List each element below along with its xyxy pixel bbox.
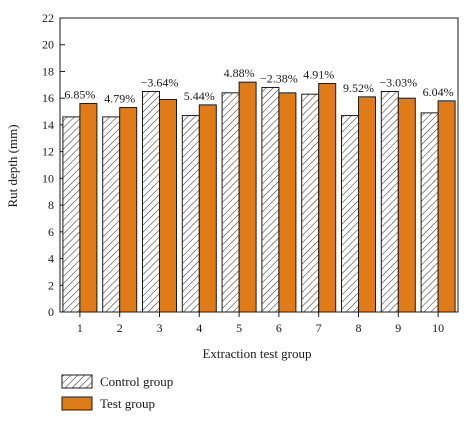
bar-test-group [278,92,297,313]
x-axis-label: Extraction test group [202,346,311,361]
bar-test-group [119,107,138,313]
bar-control-group [420,112,439,313]
y-tick-label: 10 [42,171,54,185]
y-tick-label: 22 [42,11,54,25]
x-tick-label: 8 [356,321,362,335]
y-tick-label: 2 [48,278,54,292]
bar-control-group [102,116,121,313]
bar-control-group [221,92,240,313]
y-axis-label: Rut depth (mm) [5,124,20,207]
bar-test-group [358,96,376,313]
bar-control-group [62,116,81,313]
x-tick-label: 6 [276,321,282,335]
x-tick-label: 7 [316,321,322,335]
data-label: 4.91% [303,67,334,81]
data-label: 4.79% [104,92,135,106]
bar-control-group [142,91,160,313]
bar-control-group [301,93,320,313]
bar-test-group [159,99,177,313]
y-tick-label: 16 [42,91,54,105]
y-tick-label: 6 [48,225,54,239]
data-label: 6.04% [423,85,454,99]
data-label: −3.64% [141,76,179,90]
y-tick-label: 4 [48,252,54,266]
bar-test-group [397,97,416,313]
data-label: −2.38% [260,71,298,85]
legend-label: Test group [100,396,155,411]
plot-area: 0 2 4 6 8 10 12 14 16 18 20 22 1 6.85% 2 4.79% 3 −3.64% 4 5… [42,11,459,335]
legend-label: Control group [100,374,173,389]
y-tick-label: 14 [42,118,54,132]
y-tick-label: 8 [48,198,54,212]
y-tick-label: 18 [42,64,54,78]
bar-control-group [380,91,399,313]
y-tick-label: 0 [48,305,54,319]
x-tick-label: 3 [157,321,163,335]
plot-frame [59,17,459,313]
x-tick-label: 10 [432,321,444,335]
data-label: 4.88% [224,66,255,80]
x-tick-label: 5 [236,321,242,335]
x-tick-label: 1 [77,321,83,335]
data-label: 5.44% [184,89,215,103]
data-label: 9.52% [343,81,374,95]
y-tick-label: 12 [42,145,54,159]
x-tick-label: 2 [117,321,123,335]
legend-swatch-test-group [61,396,93,411]
legend: Control group Test group [61,374,173,411]
bar-control-group [261,86,280,313]
bar-test-group [79,103,98,313]
x-tick-label: 9 [395,321,401,335]
y-tick-label: 20 [42,38,54,52]
bar-control-group [181,115,200,313]
x-tick-label: 4 [196,321,202,335]
bar-test-group [198,104,217,313]
legend-swatch-control-group [61,374,93,389]
bar-test-group [318,82,337,313]
bar-control-group [341,115,359,313]
data-label: −3.03% [379,76,417,90]
bar-test-group [437,100,456,313]
bar-test-group [238,81,257,313]
data-label: 6.85% [64,88,95,102]
